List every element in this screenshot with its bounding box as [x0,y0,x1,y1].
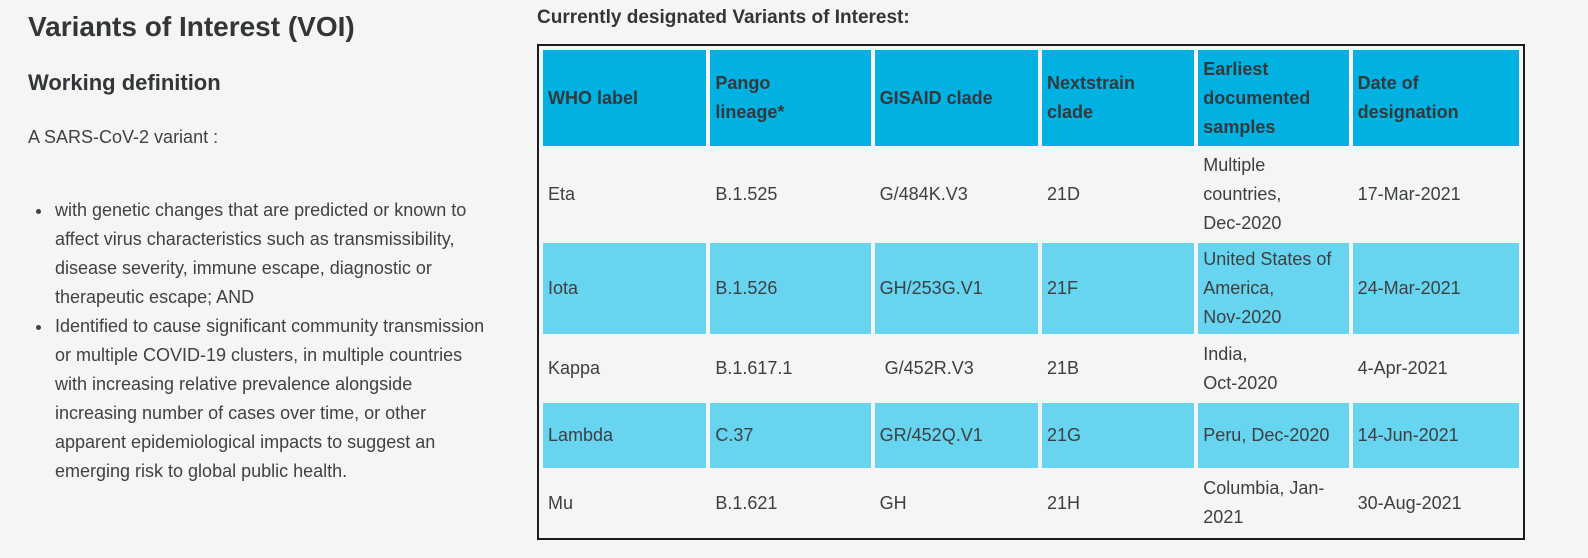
definition-list: with genetic changes that are predicted … [28,196,495,486]
cell-pango-lineage: B.1.525 [715,184,778,204]
cell-nextstrain-clade: 21B [1046,358,1080,378]
cell-nextstrain-clade: 21G [1041,403,1195,468]
cell-designation-date: 14-Jun-2021 [1352,403,1519,468]
cell-gisaid-clade: GH/253G.V1 [874,243,1038,334]
cell-nextstrain-clade: 21F [1041,243,1195,334]
table-header-row: WHO label Pango lineage* GISAID clade Ne… [543,50,1519,146]
cell-earliest-samples: Columbia, Jan- 2021 [1203,478,1325,527]
definition-intro: A SARS-CoV-2 variant : [28,127,219,147]
page-title: Variants of Interest (VOI) [28,11,355,42]
col-header-earliest-samples: Earliest documented samples [1198,50,1349,146]
cell-nextstrain-clade: 21H [1046,492,1081,513]
definition-item: with genetic changes that are predicted … [53,196,495,312]
cell-earliest-samples: Multiple countries, Dec-2020 [1203,155,1282,233]
cell-pango-lineage: B.1.617.1 [715,358,793,378]
cell-designation-date: 4-Apr-2021 [1357,358,1448,378]
cell-who-label: Lambda [543,403,707,468]
cell-pango-lineage: C.37 [710,403,871,468]
cell-who-label: Kappa [548,358,601,378]
cell-who-label: Mu [548,492,574,513]
definition-item: Identified to cause significant communit… [53,312,495,486]
cell-designation-date: 24-Mar-2021 [1352,243,1519,334]
definition-panel: Variants of Interest (VOI) Working defin… [0,0,537,558]
cell-gisaid-clade: G/484K.V3 [879,184,968,204]
cell-nextstrain-clade: 21D [1046,184,1081,204]
cell-earliest-samples: India, Oct-2020 [1203,343,1278,393]
cell-designation-date: 17-Mar-2021 [1357,184,1461,204]
col-header-designation-date: Date of designation [1352,50,1519,146]
col-header-pango-lineage: Pango lineage* [710,50,871,146]
cell-gisaid-clade: GH [879,492,907,513]
cell-who-label: Iota [543,243,707,334]
cell-gisaid-clade: G/452R.V3 [879,358,974,378]
voi-table-section: Currently designated Variants of Interes… [537,0,1588,558]
voi-table: WHO label Pango lineage* GISAID clade Ne… [537,44,1525,540]
table-row-lambda: Lambda C.37 GR/452Q.V1 21G Peru, Dec-202… [543,403,1519,468]
col-header-gisaid-clade: GISAID clade [874,50,1038,146]
table-row-kappa: Kappa B.1.617.1 G/452R.V3 21B India, Oct… [543,338,1519,399]
table-row-mu: Mu B.1.621 GH 21H Columbia, Jan- 2021 30… [543,472,1519,534]
cell-who-label: Eta [548,184,576,204]
table-row-eta: Eta B.1.525 G/484K.V3 21D Multiple count… [543,150,1519,239]
cell-earliest-samples: United States of America, Nov-2020 [1198,243,1349,334]
col-header-who-label: WHO label [543,50,707,146]
table-heading: Currently designated Variants of Interes… [537,7,910,28]
table-row-iota: Iota B.1.526 GH/253G.V1 21F United State… [543,243,1519,334]
cell-pango-lineage: B.1.621 [715,492,778,513]
cell-pango-lineage: B.1.526 [710,243,871,334]
cell-gisaid-clade: GR/452Q.V1 [874,403,1038,468]
col-header-nextstrain-clade: Nextstrain clade [1041,50,1195,146]
cell-earliest-samples: Peru, Dec-2020 [1198,403,1349,468]
working-definition-heading: Working definition [28,70,221,95]
cell-designation-date: 30-Aug-2021 [1357,492,1462,513]
